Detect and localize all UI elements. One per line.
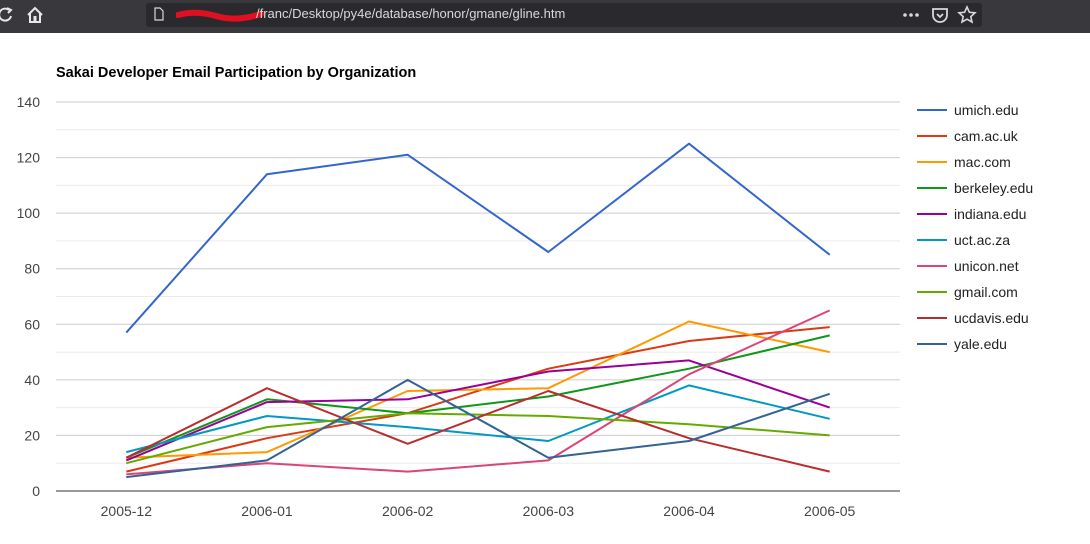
- browser-toolbar: /franc/Desktop/py4e/database/honor/gmane…: [0, 0, 1090, 33]
- x-tick-label: 2006-03: [523, 503, 575, 519]
- x-tick-label: 2006-05: [804, 503, 856, 519]
- y-tick-label: 120: [17, 150, 41, 166]
- y-tick-label: 40: [24, 372, 40, 388]
- legend-label: uct.ac.za: [954, 232, 1010, 248]
- y-tick-label: 100: [17, 205, 41, 221]
- bookmark-star-icon[interactable]: [956, 4, 978, 26]
- x-tick-label: 2006-02: [382, 503, 434, 519]
- page-icon: [154, 7, 164, 21]
- legend-label: indiana.edu: [954, 206, 1026, 222]
- pocket-icon[interactable]: [929, 4, 951, 26]
- url-text: /franc/Desktop/py4e/database/honor/gmane…: [256, 6, 566, 21]
- address-bar[interactable]: [146, 3, 982, 27]
- legend-label: gmail.com: [954, 284, 1018, 300]
- series-line-uct-ac-za: [126, 384, 830, 454]
- chart-title: Sakai Developer Email Participation by O…: [56, 65, 416, 81]
- series-line-umich-edu: [125, 142, 831, 334]
- y-tick-label: 60: [24, 316, 40, 332]
- y-tick-label: 20: [24, 427, 40, 443]
- series-line-mac-com: [126, 320, 830, 459]
- series-line-cam-ac-uk: [126, 326, 830, 473]
- reload-icon[interactable]: [0, 4, 16, 26]
- page-actions-icon[interactable]: [900, 4, 922, 26]
- legend-label: mac.com: [954, 154, 1011, 170]
- line-chart: Sakai Developer Email Participation by O…: [17, 65, 1034, 519]
- legend-label: cam.ac.uk: [954, 128, 1019, 144]
- x-tick-label: 2006-01: [241, 503, 293, 519]
- series-line-unicon-net: [126, 309, 831, 476]
- y-tick-label: 0: [32, 483, 40, 499]
- legend-label: ucdavis.edu: [954, 310, 1029, 326]
- url-redaction-mark: [176, 9, 264, 22]
- y-tick-label: 140: [17, 94, 41, 110]
- x-tick-label: 2006-04: [663, 503, 715, 519]
- legend-label: yale.edu: [954, 336, 1007, 352]
- series-line-berkeley-edu: [125, 334, 830, 459]
- series-line-ucdavis-edu: [125, 387, 830, 473]
- x-tick-label: 2005-12: [101, 503, 153, 519]
- legend-label: unicon.net: [954, 258, 1019, 274]
- series-line-gmail-com: [126, 412, 830, 465]
- legend-label: berkeley.edu: [954, 180, 1033, 196]
- legend-label: umich.edu: [954, 102, 1019, 118]
- series-line-yale-edu: [126, 378, 831, 479]
- series-line-indiana-edu: [125, 359, 831, 462]
- home-icon[interactable]: [24, 4, 46, 26]
- y-tick-label: 80: [24, 261, 40, 277]
